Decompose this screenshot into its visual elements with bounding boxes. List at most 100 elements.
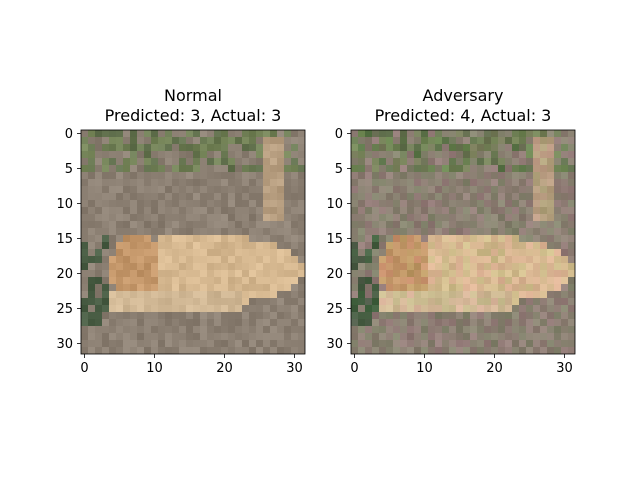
pixel (88, 256, 96, 264)
pixel (88, 158, 96, 166)
pixel (540, 200, 548, 208)
pixel (407, 326, 415, 334)
pixel (186, 214, 194, 222)
pixel (242, 186, 250, 194)
pixel (291, 270, 299, 278)
pixel (228, 326, 236, 334)
pixel (456, 221, 464, 229)
pixel (393, 249, 401, 257)
pixel (109, 158, 117, 166)
pixel (379, 256, 387, 264)
pixel (386, 340, 394, 348)
pixel (456, 326, 464, 334)
pixel (400, 347, 408, 355)
pixel (116, 228, 124, 236)
pixel (144, 193, 152, 201)
pixel (228, 130, 236, 138)
pixel (200, 319, 208, 327)
pixel (519, 221, 527, 229)
pixel (379, 298, 387, 306)
pixel (221, 284, 229, 292)
pixel (88, 305, 96, 313)
pixel (547, 263, 555, 271)
pixel (477, 249, 485, 257)
pixel (456, 277, 464, 285)
pixel (263, 277, 271, 285)
pixel (102, 326, 110, 334)
pixel (151, 270, 159, 278)
pixel (561, 305, 569, 313)
pixel (228, 186, 236, 194)
pixel (298, 256, 306, 264)
pixel (263, 256, 271, 264)
pixel (393, 312, 401, 320)
pixel (351, 137, 359, 145)
pixel (214, 263, 222, 271)
pixel (263, 347, 271, 355)
pixel (421, 312, 429, 320)
pixel (407, 200, 415, 208)
pixel (456, 340, 464, 348)
pixel (151, 312, 159, 320)
pixel (407, 221, 415, 229)
pixel (200, 130, 208, 138)
pixel (116, 270, 124, 278)
pixel (470, 193, 478, 201)
pixel (568, 130, 576, 138)
pixel (386, 256, 394, 264)
pixel (484, 144, 492, 152)
pixel (561, 242, 569, 250)
pixel (386, 186, 394, 194)
pixel (228, 242, 236, 250)
pixel (200, 340, 208, 348)
pixel (561, 291, 569, 299)
pixel (298, 333, 306, 341)
pixel (379, 270, 387, 278)
pixel (144, 214, 152, 222)
pixel (512, 144, 520, 152)
pixel (400, 242, 408, 250)
pixel (235, 200, 243, 208)
pixel (172, 193, 180, 201)
pixel (393, 319, 401, 327)
pixel (214, 137, 222, 145)
pixel (554, 200, 562, 208)
pixel (123, 333, 131, 341)
pixel (526, 228, 534, 236)
pixel (540, 144, 548, 152)
pixel (186, 340, 194, 348)
pixel (200, 249, 208, 257)
pixel (358, 137, 366, 145)
pixel (235, 298, 243, 306)
pixel (235, 235, 243, 243)
pixel (165, 214, 173, 222)
pixel (512, 235, 520, 243)
pixel (533, 193, 541, 201)
pixel (540, 291, 548, 299)
pixel (358, 270, 366, 278)
pixel (235, 242, 243, 250)
pixel (484, 249, 492, 257)
pixel (284, 214, 292, 222)
pixel (540, 263, 548, 271)
pixel (519, 144, 527, 152)
pixel (498, 340, 506, 348)
pixel (151, 249, 159, 257)
pixel (547, 207, 555, 215)
pixel (491, 263, 499, 271)
pixel (81, 186, 89, 194)
pixel (256, 333, 264, 341)
pixel (291, 277, 299, 285)
pixel (151, 242, 159, 250)
pixel (379, 340, 387, 348)
pixel (200, 193, 208, 201)
pixel (242, 221, 250, 229)
pixel (228, 193, 236, 201)
pixel (414, 214, 422, 222)
pixel (428, 221, 436, 229)
pixel (400, 312, 408, 320)
pixel (102, 214, 110, 222)
pixel (393, 277, 401, 285)
pixel (498, 312, 506, 320)
pixel (526, 333, 534, 341)
